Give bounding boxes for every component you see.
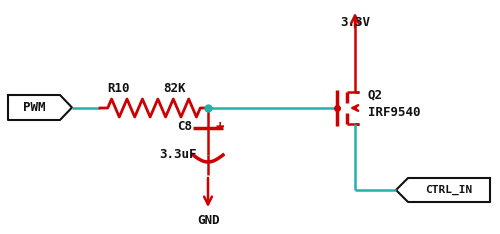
- Text: CTRL_IN: CTRL_IN: [426, 185, 472, 195]
- Text: R10: R10: [107, 81, 129, 95]
- Text: Q2: Q2: [368, 88, 383, 102]
- Text: PWM: PWM: [23, 101, 45, 114]
- Text: +: +: [215, 120, 224, 134]
- Text: 3.3uF: 3.3uF: [159, 149, 197, 161]
- Text: GND: GND: [197, 213, 219, 227]
- Text: C8: C8: [177, 121, 192, 134]
- Text: IRF9540: IRF9540: [368, 106, 420, 120]
- Text: 3.3V: 3.3V: [340, 15, 370, 29]
- Text: 82K: 82K: [164, 81, 186, 95]
